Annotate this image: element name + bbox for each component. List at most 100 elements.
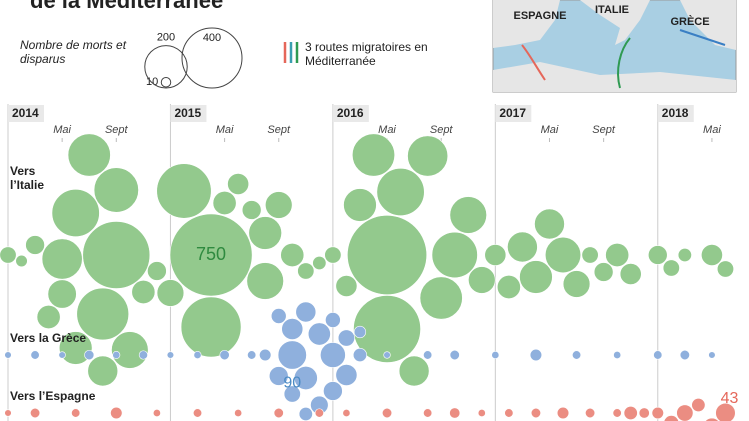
bubble — [585, 407, 596, 419]
value-label: 90 — [283, 374, 301, 391]
bubble — [156, 279, 185, 307]
bubble — [572, 350, 582, 360]
bubble — [593, 262, 614, 282]
bubble — [449, 407, 461, 419]
bubble — [507, 231, 538, 263]
size-legend-circle — [160, 77, 172, 88]
bubble — [381, 407, 393, 419]
month-label: Mai — [53, 124, 71, 136]
map-label: ESPAGNE — [514, 10, 567, 22]
row-label: Vers la Grèce — [10, 331, 87, 345]
bubble — [71, 408, 81, 418]
year-label-box — [495, 105, 532, 122]
row-label: Vers l’Espagne — [10, 389, 96, 403]
bubble — [0, 246, 17, 264]
bubble — [36, 305, 61, 329]
map-land — [580, 0, 650, 45]
bubble — [169, 213, 253, 297]
bubble — [653, 350, 663, 360]
bubble — [112, 351, 121, 359]
year-label: 2015 — [174, 106, 201, 120]
bubble — [265, 191, 293, 219]
bubble — [323, 381, 343, 401]
bubble — [353, 325, 367, 339]
route-legend — [283, 42, 299, 63]
bubble — [30, 407, 41, 419]
bubble — [679, 349, 690, 361]
month-label: Mai — [703, 124, 721, 136]
bubble — [534, 208, 565, 240]
bubble — [312, 255, 327, 271]
bubble — [93, 167, 139, 213]
bubble — [84, 349, 95, 361]
bubble — [376, 167, 425, 217]
month-label: Sept — [267, 124, 291, 136]
bubble — [449, 349, 460, 361]
bubble — [529, 348, 543, 362]
bubble — [307, 322, 331, 346]
bubble — [138, 350, 148, 360]
bubble — [283, 385, 301, 403]
bubble — [30, 350, 40, 360]
bubble — [556, 406, 570, 420]
bubble — [351, 133, 396, 177]
year-label: 2017 — [499, 106, 526, 120]
bubble — [219, 349, 230, 361]
bubble — [343, 188, 377, 222]
bubble — [398, 355, 430, 387]
bubble — [293, 366, 318, 390]
bubble — [431, 231, 478, 279]
size-legend-label: 400 — [203, 32, 221, 44]
bubble — [716, 260, 734, 278]
bubble — [496, 275, 521, 299]
bubble — [612, 408, 622, 418]
bubble — [281, 318, 304, 340]
bubble — [530, 407, 541, 419]
bubble — [246, 262, 284, 300]
map-land — [680, 0, 736, 50]
bubble — [353, 295, 421, 363]
bubble — [449, 196, 487, 234]
bubble — [704, 417, 719, 421]
map-land — [493, 0, 560, 48]
bubble — [259, 348, 272, 362]
bubble — [347, 215, 428, 295]
series — [4, 301, 716, 421]
route-arrow — [617, 37, 631, 89]
bubble — [297, 262, 315, 280]
year-label: 2016 — [337, 106, 364, 120]
bubble — [51, 188, 100, 238]
bubble — [342, 409, 351, 417]
bubble — [280, 243, 305, 267]
bubble — [298, 406, 313, 421]
map-land — [493, 62, 736, 92]
size-legend-label: 200 — [157, 31, 175, 43]
bubble — [270, 308, 287, 324]
year-label-box — [657, 105, 694, 122]
year-label-box — [8, 105, 44, 122]
bubble — [504, 408, 514, 418]
value-label: 43 — [721, 390, 739, 407]
route-arrow — [521, 44, 546, 81]
bubble — [335, 364, 358, 386]
size-legend-title: Nombre de morts et disparus — [20, 38, 127, 66]
bubble — [76, 287, 130, 341]
bubble — [519, 260, 553, 294]
month-label: Sept — [430, 124, 454, 136]
bubble — [383, 351, 391, 359]
map-label: ITALIE — [595, 4, 629, 16]
bubble — [273, 407, 284, 419]
year-label-box — [332, 105, 369, 122]
bubble — [677, 247, 692, 263]
month-label: Sept — [105, 124, 129, 136]
chart-title: de la Méditerranée — [30, 0, 223, 13]
bubble — [477, 409, 486, 417]
bubble — [619, 263, 642, 285]
year-label: 2014 — [12, 106, 39, 120]
bubble — [277, 340, 307, 370]
bubble — [324, 246, 342, 264]
bubble — [111, 331, 149, 369]
bubble — [325, 312, 341, 328]
bubble — [676, 404, 694, 421]
bubble — [715, 402, 736, 421]
